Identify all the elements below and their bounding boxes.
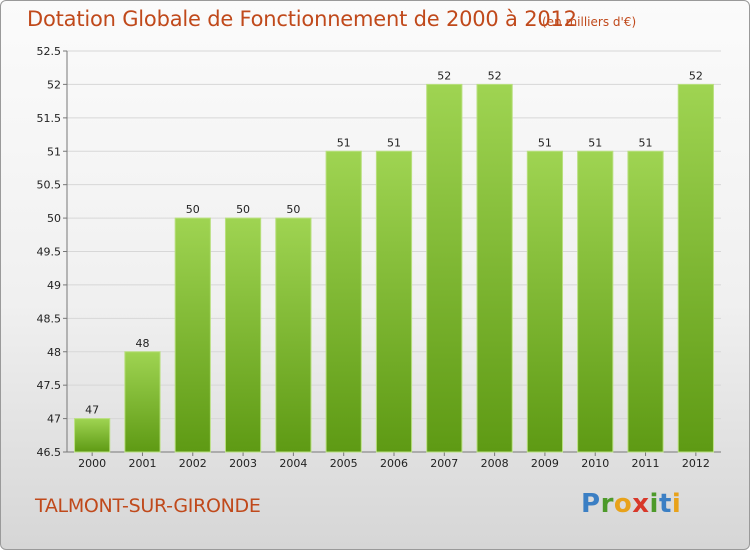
logo-letter: r <box>600 489 614 519</box>
data-label: 51 <box>588 136 602 149</box>
data-label: 52 <box>689 69 703 82</box>
x-tick-label: 2007 <box>430 457 458 470</box>
data-label: 52 <box>437 69 451 82</box>
x-tick-label: 2008 <box>481 457 509 470</box>
data-label: 48 <box>135 337 149 350</box>
x-tick-label: 2010 <box>581 457 609 470</box>
data-label: 50 <box>186 203 200 216</box>
y-tick-label: 51.5 <box>37 112 62 125</box>
bar <box>224 217 262 453</box>
data-label: 50 <box>286 203 300 216</box>
data-label: 52 <box>488 69 502 82</box>
chart-title: Dotation Globale de Fonctionnement de 20… <box>27 7 577 31</box>
y-tick-label: 49.5 <box>37 246 62 259</box>
y-tick-label: 52.5 <box>37 45 62 58</box>
y-tick-label: 47.5 <box>37 379 62 392</box>
bar <box>325 150 362 453</box>
data-label: 47 <box>85 404 99 417</box>
y-tick-label: 51 <box>47 145 61 158</box>
proxiti-logo: Proxiti <box>581 489 681 519</box>
x-tick-label: 2004 <box>279 457 307 470</box>
chart-subtitle: (en milliers d'€) <box>542 15 637 29</box>
x-tick-label: 2000 <box>78 457 106 470</box>
bar <box>426 83 463 453</box>
bar <box>74 418 111 453</box>
x-tick-label: 2012 <box>682 457 710 470</box>
data-label: 50 <box>236 203 250 216</box>
y-tick-label: 48 <box>47 346 61 359</box>
y-tick-label: 49 <box>47 279 61 292</box>
bar <box>577 150 614 453</box>
logo-letter: i <box>671 489 682 519</box>
logo-letter: P <box>581 489 601 519</box>
data-label: 51 <box>337 136 351 149</box>
y-tick-label: 50.5 <box>37 179 62 192</box>
x-tick-label: 2006 <box>380 457 408 470</box>
bar <box>627 150 664 453</box>
data-label: 51 <box>387 136 401 149</box>
x-tick-label: 2001 <box>128 457 156 470</box>
bar <box>476 83 513 453</box>
bar <box>526 150 564 453</box>
bar <box>124 351 161 453</box>
y-tick-label: 48.5 <box>37 312 62 325</box>
y-tick-label: 46.5 <box>37 446 62 459</box>
logo-letter: t <box>658 489 672 519</box>
bar <box>275 217 312 453</box>
logo-letter: i <box>649 489 659 519</box>
x-tick-label: 2009 <box>531 457 559 470</box>
commune-name: TALMONT-SUR-GIRONDE <box>35 495 261 517</box>
label-layer: 47 48 50 50 50 51 51 52 52 51 51 51 52 <box>85 69 703 416</box>
y-tick-label: 47 <box>47 413 61 426</box>
logo-letter: x <box>632 489 650 519</box>
axis-layer: 46.5 47 47.5 48 48.5 49 49.5 50 50.5 51 51.5 52 52.5… <box>37 45 721 470</box>
data-label: 51 <box>538 136 552 149</box>
x-tick-label: 2002 <box>179 457 207 470</box>
logo-letter: o <box>613 489 633 519</box>
bar <box>174 217 211 453</box>
bar <box>677 83 714 453</box>
x-tick-label: 2003 <box>229 457 257 470</box>
y-tick-label: 50 <box>47 212 61 225</box>
x-tick-label: 2005 <box>330 457 358 470</box>
bar-layer <box>74 83 714 453</box>
data-label: 51 <box>639 136 653 149</box>
y-tick-label: 52 <box>47 78 61 91</box>
x-tick-label: 2011 <box>632 457 660 470</box>
bar <box>375 150 413 453</box>
